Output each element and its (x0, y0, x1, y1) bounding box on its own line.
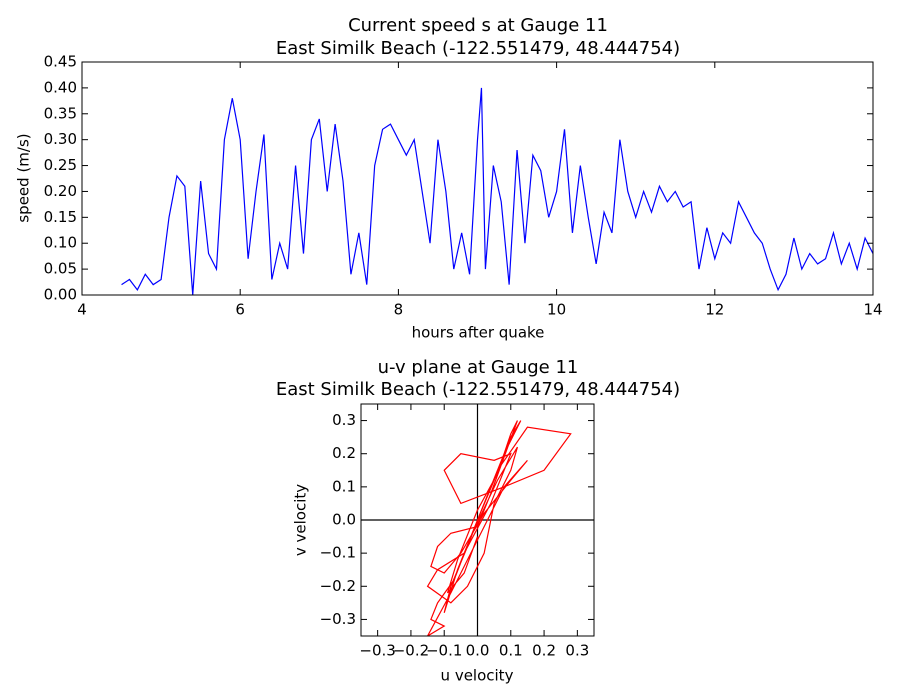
y-tick-label: 0.35 (44, 104, 77, 122)
x-tick-label: 4 (77, 301, 87, 319)
x-tick-label: −0.3 (359, 642, 395, 660)
data-line (426, 420, 572, 636)
y-tick-label: 0.45 (44, 53, 77, 71)
y-tick-label: 0.3 (332, 411, 356, 429)
x-axis-label: hours after quake (412, 324, 545, 342)
chart-subtitle: East Similk Beach (-122.551479, 48.44475… (276, 379, 680, 400)
chart-title: u-v plane at Gauge 11 (378, 357, 579, 378)
x-tick-label: 0.2 (532, 642, 556, 660)
x-tick-label: −0.1 (426, 642, 462, 660)
y-tick-label: 0.20 (44, 182, 77, 200)
chart-title: Current speed s at Gauge 11 (348, 15, 608, 36)
y-tick-label: 0.40 (44, 78, 77, 96)
y-tick-label: 0.1 (332, 477, 356, 495)
x-tick-label: 12 (705, 301, 724, 319)
x-tick-label: 8 (394, 301, 404, 319)
x-tick-label: 6 (235, 301, 245, 319)
x-tick-label: 0.0 (466, 642, 490, 660)
y-tick-label: −0.1 (320, 544, 356, 562)
y-tick-label: 0.0 (332, 511, 356, 529)
plot-frame (81, 61, 874, 296)
data-line (121, 87, 873, 295)
y-tick-label: 0.10 (44, 234, 77, 252)
x-tick-label: −0.2 (393, 642, 429, 660)
y-tick-label: 0.15 (44, 208, 77, 226)
y-tick-label: 0.00 (44, 286, 77, 304)
x-tick-label: 14 (863, 301, 882, 319)
y-tick-label: −0.3 (320, 610, 356, 628)
y-tick-label: 0.2 (332, 444, 356, 462)
y-tick-label: −0.2 (320, 577, 356, 595)
y-tick-label: 0.05 (44, 260, 77, 278)
y-tick-label: 0.25 (44, 156, 77, 174)
y-axis-label: speed (m/s) (15, 133, 33, 222)
chart-subtitle: East Similk Beach (-122.551479, 48.44475… (276, 38, 680, 59)
x-axis-label: u velocity (441, 667, 514, 685)
y-axis-label: v velocity (292, 484, 310, 556)
x-tick-label: 0.1 (499, 642, 523, 660)
y-tick-label: 0.30 (44, 130, 77, 148)
x-tick-label: 0.3 (565, 642, 589, 660)
x-tick-label: 10 (547, 301, 566, 319)
